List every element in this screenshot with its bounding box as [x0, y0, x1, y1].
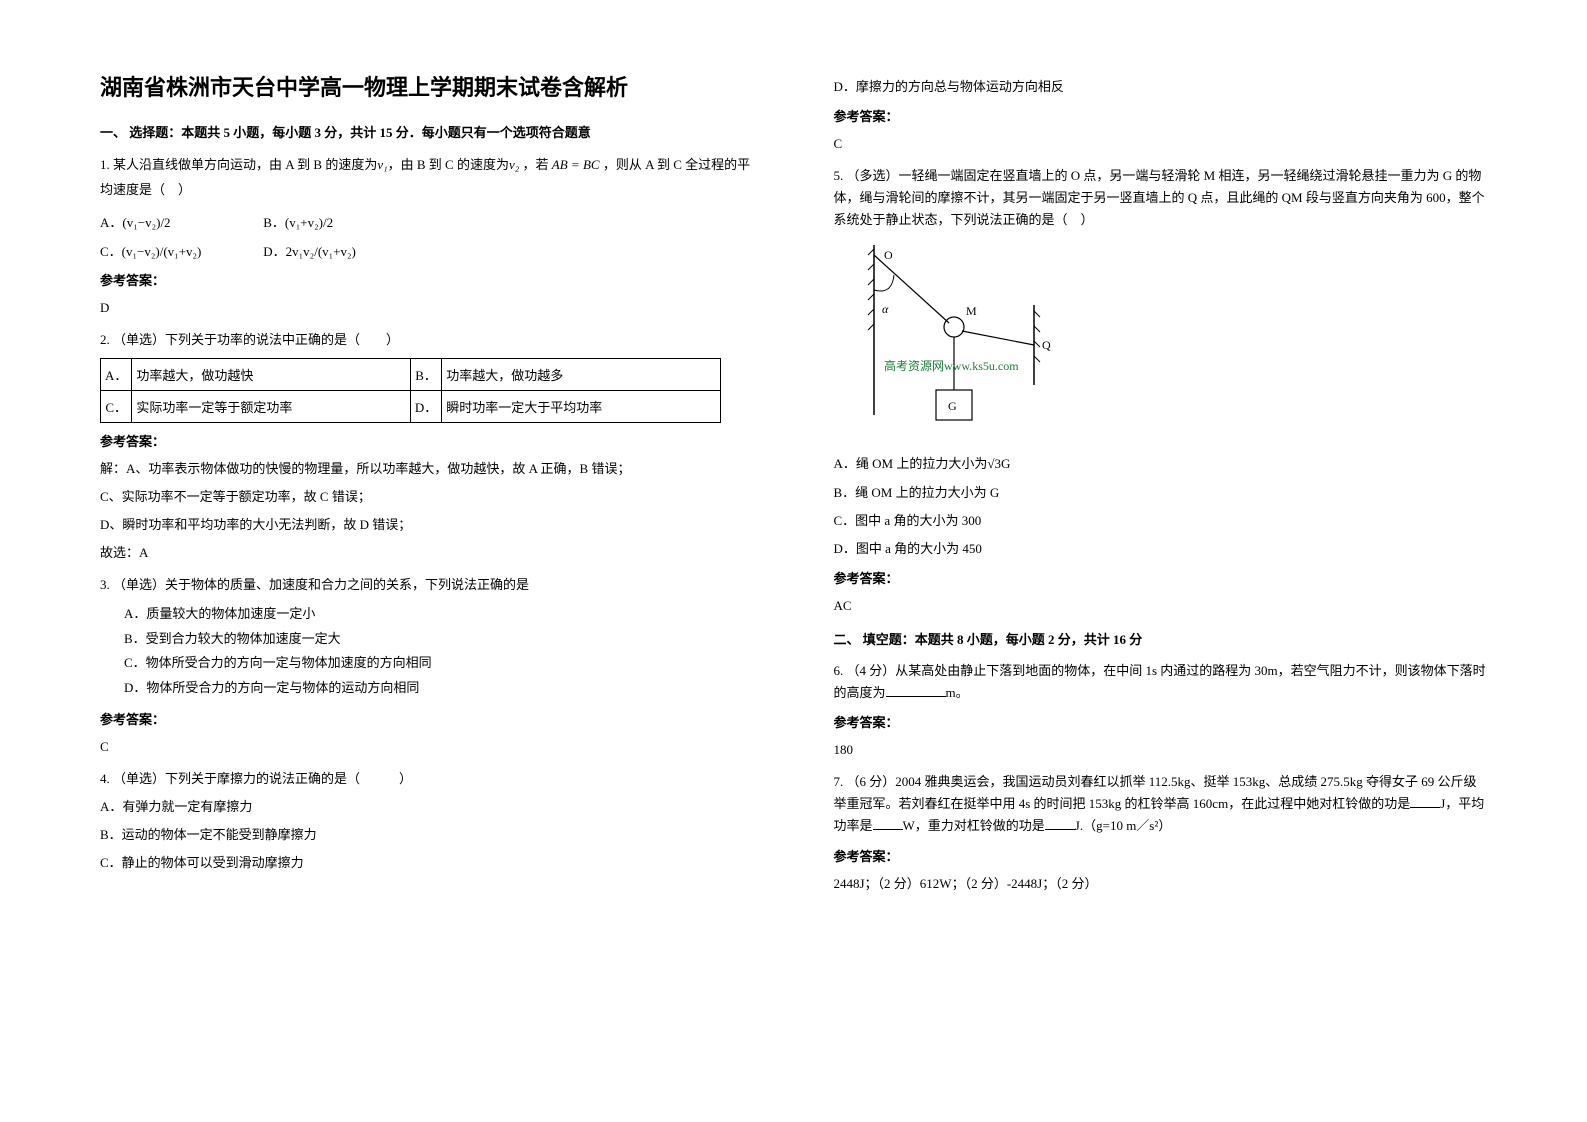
pulley-diagram-svg: O α M Q — [854, 245, 1074, 435]
q3-optB: B．受到合力较大的物体加速度一定大 — [100, 627, 754, 652]
q7-blank3 — [1045, 816, 1075, 830]
q2-stem: 2. （单选）下列关于功率的说法中正确的是（ ） — [100, 329, 754, 351]
q3-ans-head: 参考答案： — [100, 709, 754, 728]
q2-ans-head: 参考答案： — [100, 431, 754, 450]
q1-text-a: 1. 某人沿直线做单方向运动，由 A 到 B 的速度为 — [100, 157, 377, 172]
q5-diagram: O α M Q — [854, 245, 1488, 439]
q2-sol1: 解：A、功率表示物体做功的快慢的物理量，所以功率越大，做功越快，故 A 正确，B… — [100, 458, 754, 480]
q1-ans-head: 参考答案： — [100, 270, 754, 289]
q2-optB-lbl: B． — [410, 358, 441, 390]
q2-sol4: 故选：A — [100, 542, 754, 564]
q6-blank — [886, 683, 946, 697]
q1-opts-row2: C．(v₁−v₂)/(v₁+v₂) D．2v₁v₂/(v₁+v₂) — [100, 241, 754, 260]
q2-optA: 功率越大，做功越快 — [132, 358, 411, 390]
q3-optD: D．物体所受合力的方向一定与物体的运动方向相同 — [100, 676, 754, 701]
q7-blank1 — [1410, 794, 1440, 808]
q5-optC: C．图中 a 角的大小为 300 — [834, 510, 1488, 532]
q4-optD: D．摩擦力的方向总与物体运动方向相反 — [834, 76, 1488, 98]
q6-ans-head: 参考答案： — [834, 712, 1488, 731]
q2-sol3: D、瞬时功率和平均功率的大小无法判断，故 D 错误； — [100, 514, 754, 536]
q4-ans-head: 参考答案： — [834, 106, 1488, 125]
q3-optA: A．质量较大的物体加速度一定小 — [100, 602, 754, 627]
section2-head: 二、 填空题：本题共 8 小题，每小题 2 分，共计 16 分 — [834, 629, 1488, 648]
q7-text-d: J.（g=10 m／s²） — [1075, 818, 1171, 833]
q2-optC-lbl: C． — [101, 390, 132, 422]
diagram-label-a: α — [882, 302, 889, 316]
q1-ans: D — [100, 297, 754, 319]
q1-v2: v₂ — [509, 157, 519, 172]
q4-ans: C — [834, 133, 1488, 155]
q4-optC: C．静止的物体可以受到滑动摩擦力 — [100, 852, 754, 874]
q4-optA: A．有弹力就一定有摩擦力 — [100, 796, 754, 818]
q1-optB: B．(v₁+v₂)/2 — [263, 215, 333, 230]
q7-blank2 — [873, 816, 903, 830]
doc-title: 湖南省株洲市天台中学高一物理上学期期末试卷含解析 — [100, 70, 754, 102]
q5-optA-pre: A．绳 OM 上的拉力大小为 — [834, 456, 988, 471]
q2-optA-lbl: A． — [101, 358, 132, 390]
q4-optB: B．运动的物体一定不能受到静摩擦力 — [100, 824, 754, 846]
diagram-watermark: 高考资源网www.ks5u.com — [884, 358, 1019, 373]
q7-text-c: W，重力对杠铃做的功是 — [903, 818, 1045, 833]
q2-sol2: C、实际功率不一定等于额定功率，故 C 错误； — [100, 486, 754, 508]
q4-stem: 4. （单选）下列关于摩擦力的说法正确的是（ ） — [100, 768, 754, 790]
q1-stem: 1. 某人沿直线做单方向运动，由 A 到 B 的速度为v₁，由 B 到 C 的速… — [100, 153, 754, 202]
q5-stem: 5. （多选）一轻绳一端固定在竖直墙上的 O 点，另一端与轻滑轮 M 相连，另一… — [834, 165, 1488, 231]
q6-text-b: m。 — [946, 685, 969, 700]
q1-optD: D．2v₁v₂/(v₁+v₂) — [263, 244, 356, 259]
diagram-label-Qpt: Q — [1042, 338, 1051, 352]
q1-text-b: ，由 B 到 C 的速度为 — [388, 157, 509, 172]
q5-optA-sqrt: √3G — [987, 456, 1010, 471]
diagram-label-G: G — [948, 399, 957, 413]
q5-optD: D．图中 a 角的大小为 450 — [834, 538, 1488, 560]
q1-v1: v₁ — [377, 157, 387, 172]
q2-optB: 功率越大，做功越多 — [442, 358, 721, 390]
q2-optD-lbl: D． — [410, 390, 441, 422]
q7-stem: 7. （6 分）2004 雅典奥运会，我国运动员刘春红以抓举 112.5kg、挺… — [834, 771, 1488, 837]
q5-ans: AC — [834, 595, 1488, 617]
q5-optA: A．绳 OM 上的拉力大小为√3G — [834, 453, 1488, 475]
q1-optC: C．(v₁−v₂)/(v₁+v₂) — [100, 241, 260, 260]
q5-ans-head: 参考答案： — [834, 568, 1488, 587]
q7-ans: 2448J；（2 分）612W；（2 分）-2448J；（2 分） — [834, 873, 1488, 895]
q6-ans: 180 — [834, 739, 1488, 761]
q7-ans-head: 参考答案： — [834, 846, 1488, 865]
q3-optC: C．物体所受合力的方向一定与物体加速度的方向相同 — [100, 651, 754, 676]
q1-optA: A．(v₁−v₂)/2 — [100, 212, 260, 231]
q3-stem: 3. （单选）关于物体的质量、加速度和合力之间的关系，下列说法正确的是 — [100, 574, 754, 596]
q2-optC: 实际功率一定等于额定功率 — [132, 390, 411, 422]
section1-head: 一、 选择题：本题共 5 小题，每小题 3 分，共计 15 分．每小题只有一个选… — [100, 122, 754, 141]
q6-stem: 6. （4 分）从某高处由静止下落到地面的物体，在中间 1s 内通过的路程为 3… — [834, 660, 1488, 704]
diagram-label-M: M — [966, 304, 977, 318]
q1-eqn: AB = BC — [552, 157, 600, 172]
q3-ans: C — [100, 736, 754, 758]
q1-text-c: ，若 — [519, 157, 552, 172]
q7-text-a: 7. （6 分）2004 雅典奥运会，我国运动员刘春红以抓举 112.5kg、挺… — [834, 774, 1477, 811]
q1-opts-row1: A．(v₁−v₂)/2 B．(v₁+v₂)/2 — [100, 212, 754, 231]
q2-optD: 瞬时功率一定大于平均功率 — [442, 390, 721, 422]
diagram-label-O: O — [884, 248, 893, 262]
q5-optB: B．绳 OM 上的拉力大小为 G — [834, 482, 1488, 504]
q2-options-table: A． 功率越大，做功越快 B． 功率越大，做功越多 C． 实际功率一定等于额定功… — [100, 358, 721, 423]
